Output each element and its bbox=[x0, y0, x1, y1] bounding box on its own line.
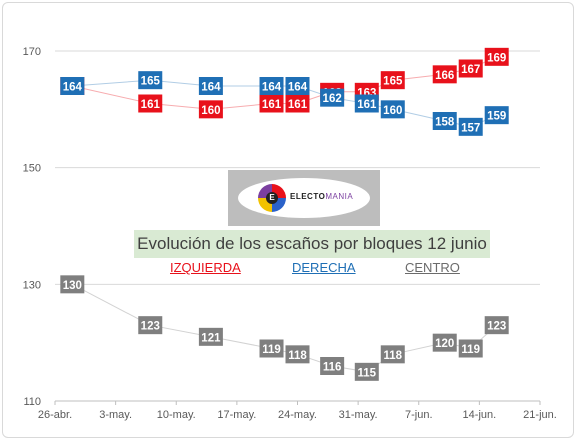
data-label-centro: 115 bbox=[358, 367, 377, 379]
x-tick-label: 26-abr. bbox=[38, 409, 72, 421]
data-label-izquierda: 166 bbox=[435, 70, 454, 82]
data-point-derecha bbox=[320, 88, 345, 107]
data-point-izquierda bbox=[380, 71, 405, 90]
data-label-izquierda: 167 bbox=[461, 64, 480, 76]
data-label-derecha: 164 bbox=[201, 82, 221, 94]
data-point-centro bbox=[60, 275, 85, 294]
logo-mark-icon: E bbox=[258, 184, 286, 212]
logo-text: ELECTOMANIA bbox=[290, 192, 353, 201]
data-label-izquierda: 160 bbox=[201, 105, 220, 117]
data-label-centro: 119 bbox=[461, 344, 480, 356]
legend-centro: CENTRO bbox=[405, 260, 460, 275]
data-point-derecha bbox=[380, 100, 405, 119]
data-point-derecha bbox=[432, 112, 457, 130]
data-point-derecha bbox=[354, 94, 379, 113]
logo-text-right: MANIA bbox=[325, 192, 354, 201]
data-label-derecha: 158 bbox=[435, 117, 455, 129]
data-point-derecha bbox=[285, 77, 310, 95]
data-label-centro: 118 bbox=[383, 350, 402, 362]
data-point-centro bbox=[138, 316, 163, 335]
legend-izquierda: IZQUIERDA bbox=[170, 260, 241, 275]
data-label-centro: 119 bbox=[262, 344, 281, 356]
data-label-izquierda: 165 bbox=[383, 76, 403, 88]
data-point-derecha bbox=[60, 77, 85, 95]
x-tick-label: 3-may. bbox=[99, 409, 132, 421]
x-tick-label: 31-may. bbox=[339, 409, 378, 421]
data-point-derecha bbox=[198, 77, 223, 95]
electomania-logo: E ELECTOMANIA bbox=[228, 170, 380, 226]
x-tick-label: 7-jun. bbox=[405, 409, 433, 421]
x-tick-label: 24-may. bbox=[278, 409, 317, 421]
data-point-centro bbox=[354, 362, 379, 381]
data-point-derecha bbox=[259, 77, 284, 95]
data-point-centro bbox=[320, 357, 345, 375]
data-label-izquierda: 169 bbox=[487, 52, 506, 64]
data-point-centro bbox=[285, 345, 310, 364]
logo-text-left: ELECTO bbox=[290, 192, 326, 201]
data-label-centro: 130 bbox=[63, 280, 82, 292]
x-tick-label: 21-jun. bbox=[523, 409, 557, 421]
data-point-centro bbox=[259, 339, 284, 358]
x-tick-label: 17-may. bbox=[217, 409, 256, 421]
data-point-izquierda bbox=[484, 47, 509, 66]
data-label-centro: 123 bbox=[487, 321, 506, 333]
y-tick-label: 150 bbox=[23, 163, 41, 175]
data-label-derecha: 157 bbox=[461, 122, 480, 134]
data-point-izquierda bbox=[259, 94, 284, 113]
logo-mark-letter: E bbox=[266, 192, 278, 204]
data-point-centro bbox=[484, 316, 509, 335]
data-label-derecha: 161 bbox=[357, 99, 377, 111]
data-label-derecha: 164 bbox=[262, 82, 282, 94]
data-label-centro: 116 bbox=[323, 362, 342, 374]
data-point-centro bbox=[432, 333, 457, 352]
data-label-izquierda: 161 bbox=[288, 99, 308, 111]
data-label-centro: 123 bbox=[141, 321, 160, 333]
y-tick-label: 170 bbox=[23, 46, 41, 58]
data-label-derecha: 165 bbox=[141, 76, 161, 88]
data-point-centro bbox=[458, 339, 483, 358]
data-label-derecha: 160 bbox=[383, 105, 402, 117]
data-point-centro bbox=[198, 327, 223, 346]
data-point-izquierda bbox=[458, 59, 483, 78]
chart-title: Evolución de los escaños por bloques 12 … bbox=[134, 230, 490, 258]
data-label-derecha: 164 bbox=[63, 82, 83, 94]
y-tick-label: 130 bbox=[23, 279, 41, 291]
data-label-derecha: 164 bbox=[288, 82, 308, 94]
data-point-centro bbox=[380, 345, 405, 364]
legend-derecha: DERECHA bbox=[292, 260, 356, 275]
x-tick-label: 10-may. bbox=[157, 409, 196, 421]
data-label-centro: 121 bbox=[201, 332, 221, 344]
data-point-derecha bbox=[138, 71, 163, 90]
data-point-izquierda bbox=[432, 65, 457, 84]
data-point-izquierda bbox=[198, 100, 223, 119]
data-label-izquierda: 161 bbox=[262, 99, 282, 111]
data-point-derecha bbox=[484, 106, 509, 125]
data-label-derecha: 159 bbox=[487, 111, 506, 123]
data-point-derecha bbox=[458, 117, 483, 136]
data-label-izquierda: 161 bbox=[141, 99, 161, 111]
data-label-centro: 118 bbox=[288, 350, 307, 362]
y-tick-label: 110 bbox=[23, 396, 41, 408]
data-label-centro: 120 bbox=[435, 338, 454, 350]
data-point-izquierda bbox=[138, 94, 163, 113]
data-label-derecha: 162 bbox=[323, 93, 342, 105]
x-tick-label: 14-jun. bbox=[463, 409, 497, 421]
series-line-centro bbox=[72, 283, 498, 373]
data-point-izquierda bbox=[285, 94, 310, 113]
